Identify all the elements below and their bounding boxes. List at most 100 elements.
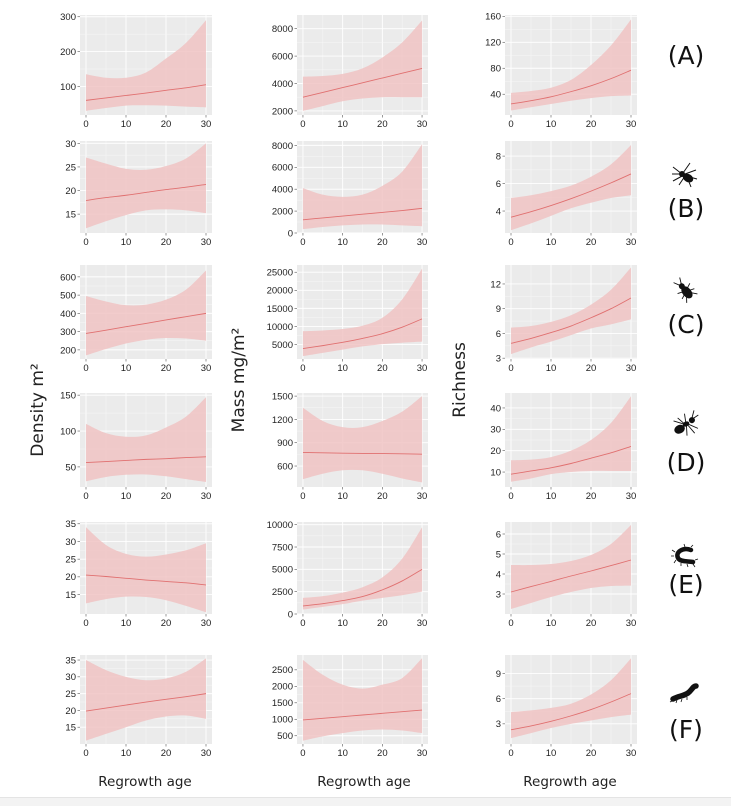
x-tick-label: 0: [300, 119, 305, 130]
x-tick-label: 0: [508, 618, 513, 629]
y-tick-label: 30: [65, 537, 76, 548]
fit-line: [302, 207, 423, 221]
confidence-ribbon: [302, 396, 423, 483]
y-tick-label: 300: [60, 12, 76, 23]
xlabel-col3: Regrowth age: [523, 774, 617, 790]
fit-line: [510, 693, 632, 731]
x-tick-label: 20: [586, 748, 597, 759]
confidence-ribbon: [511, 525, 631, 609]
y-tick-label: 6: [496, 329, 501, 340]
y-tick-label: 6000: [272, 51, 293, 62]
x-tick-label: 10: [546, 618, 557, 629]
x-tick-label: 10: [337, 748, 348, 759]
y-tick-label: 35: [65, 519, 76, 530]
x-tick-label: 10: [546, 237, 557, 248]
plot-f-mass: 0 10 20 30 500 1000 1500 2000 2500: [272, 655, 428, 759]
y-tick-label: 50: [65, 462, 76, 473]
ant-icon: [673, 410, 699, 436]
y-tick-label: 15: [65, 723, 76, 734]
x-tick-label: 30: [626, 119, 637, 130]
y-tick-label: 40: [490, 403, 501, 414]
x-tick-label: 10: [337, 237, 348, 248]
y-tick-label: 8000: [272, 141, 293, 152]
x-tick-label: 10: [337, 491, 348, 502]
plot-d-richness: 0 10 20 30 10 20 30 40: [490, 393, 637, 502]
plot-a-richness: 0 10 20 30 40 80 120 160: [485, 12, 637, 130]
y-tick-label: 25000: [267, 268, 293, 279]
plot-c-mass: 0 10 20 30 5000 10000 15000 20000 25000: [267, 265, 428, 374]
y-tick-label: 3: [496, 719, 501, 730]
x-tick-label: 0: [83, 237, 88, 248]
x-tick-label: 30: [201, 618, 212, 629]
x-tick-label: 30: [417, 618, 428, 629]
y-tick-label: 6: [496, 529, 501, 540]
y-tick-label: 400: [60, 309, 76, 320]
x-tick-label: 30: [626, 748, 637, 759]
panel-label-a: (A): [668, 41, 705, 70]
y-tick-label: 30: [490, 425, 501, 436]
fit-line: [85, 84, 207, 101]
x-tick-label: 20: [161, 618, 172, 629]
centipede-icon: [671, 543, 699, 568]
x-tick-label: 20: [586, 363, 597, 374]
fit-line: [85, 312, 207, 334]
y-tick-label: 12: [490, 279, 501, 290]
y-tick-label: 10000: [267, 520, 293, 531]
y-tick-label: 2000: [272, 106, 293, 117]
y-tick-label: 25: [65, 555, 76, 566]
x-tick-label: 10: [546, 363, 557, 374]
y-tick-label: 0: [288, 609, 293, 620]
ylabel-density: Density m²: [28, 363, 48, 456]
fit-line: [510, 173, 632, 218]
x-tick-label: 10: [121, 363, 132, 374]
fit-line: [510, 297, 632, 344]
x-tick-label: 20: [586, 491, 597, 502]
spider-icon: [672, 162, 698, 188]
y-tick-label: 20: [65, 572, 76, 583]
confidence-ribbon: [511, 267, 631, 355]
y-tick-label: 120: [485, 38, 501, 49]
confidence-ribbon: [511, 19, 631, 111]
x-tick-label: 30: [626, 363, 637, 374]
y-tick-label: 600: [60, 272, 76, 283]
plot-e-richness: 0 10 20 30 3 4 5 6: [496, 522, 637, 629]
x-tick-label: 30: [201, 491, 212, 502]
y-tick-label: 1000: [272, 715, 293, 726]
y-tick-label: 8: [496, 152, 501, 163]
y-tick-label: 8000: [272, 24, 293, 35]
y-tick-label: 100: [60, 82, 76, 93]
confidence-ribbon: [86, 658, 206, 741]
panel-label-f: (F): [669, 715, 703, 744]
y-tick-label: 6: [496, 179, 501, 190]
x-tick-label: 10: [121, 618, 132, 629]
plot-e-mass: 0 10 20 30 0 2500 5000 7500 10000: [267, 520, 428, 629]
y-tick-label: 15000: [267, 304, 293, 315]
y-tick-label: 15: [65, 210, 76, 221]
fit-line: [85, 456, 207, 464]
x-tick-label: 0: [508, 237, 513, 248]
millipede-icon: [669, 683, 699, 704]
y-tick-label: 200: [60, 47, 76, 58]
y-tick-label: 4: [496, 206, 501, 217]
confidence-ribbon: [302, 658, 423, 741]
y-tick-label: 6: [496, 694, 501, 705]
y-tick-label: 100: [60, 426, 76, 437]
y-tick-label: 6000: [272, 163, 293, 174]
y-tick-label: 7500: [272, 542, 293, 553]
x-tick-label: 20: [377, 618, 388, 629]
confidence-ribbon: [86, 143, 206, 229]
y-tick-label: 900: [277, 438, 293, 449]
x-tick-label: 20: [161, 119, 172, 130]
x-tick-label: 0: [83, 748, 88, 759]
y-tick-label: 20000: [267, 286, 293, 297]
y-tick-label: 1200: [272, 415, 293, 426]
x-tick-label: 10: [121, 119, 132, 130]
x-tick-label: 30: [626, 237, 637, 248]
y-tick-label: 4000: [272, 185, 293, 196]
y-tick-label: 25: [65, 689, 76, 700]
x-tick-label: 0: [300, 491, 305, 502]
x-tick-label: 0: [83, 491, 88, 502]
y-tick-label: 5: [496, 549, 501, 560]
fit-line: [85, 183, 207, 201]
